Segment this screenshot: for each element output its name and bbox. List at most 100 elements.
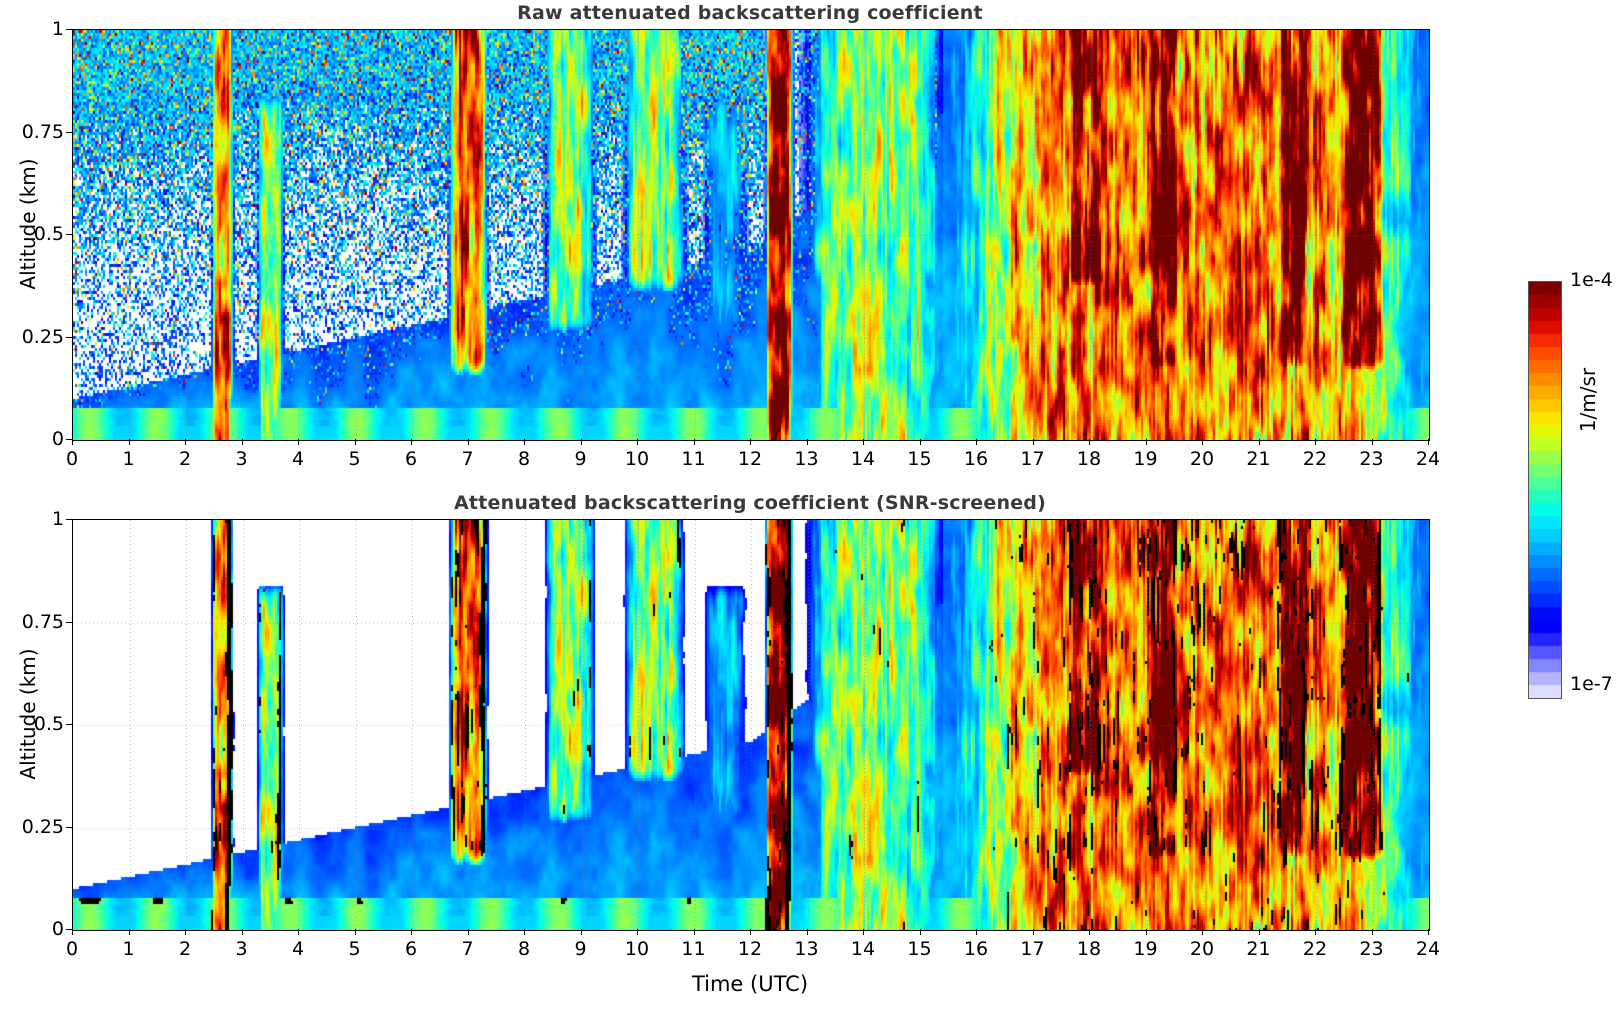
gridline-vertical <box>807 30 809 440</box>
x-tick-mark <box>919 929 921 935</box>
x-tick-label: 5 <box>348 938 361 960</box>
y-tick-label: 0 <box>51 428 64 450</box>
x-tick-mark <box>1202 929 1203 935</box>
colorbar-gradient <box>1528 281 1562 699</box>
y-tick-label: 0.25 <box>21 325 64 348</box>
x-tick-label: 13 <box>794 448 819 470</box>
x-tick-label: 14 <box>850 448 876 470</box>
y-tick-mark <box>66 131 72 133</box>
gridline-vertical <box>525 520 526 930</box>
x-tick-label: 12 <box>737 448 763 470</box>
x-tick-label: 19 <box>1133 448 1158 470</box>
x-tick-mark <box>1371 439 1373 445</box>
x-tick-mark <box>467 439 469 445</box>
y-axis-label-raw: Altitude (km) <box>16 158 40 290</box>
x-tick-mark <box>1315 929 1316 935</box>
x-tick-mark <box>1428 439 1429 445</box>
x-tick-mark <box>1315 439 1316 445</box>
x-tick-mark <box>919 439 921 445</box>
x-tick-mark <box>72 929 73 935</box>
x-tick-label: 3 <box>235 448 248 470</box>
x-tick-mark <box>1032 439 1034 445</box>
x-tick-mark <box>976 439 977 445</box>
gridline-vertical <box>977 30 978 440</box>
gridline-vertical <box>694 30 696 440</box>
gridline-vertical <box>1316 30 1317 440</box>
x-tick-label: 18 <box>1076 938 1102 960</box>
x-tick-label: 2 <box>178 448 192 470</box>
y-tick-mark <box>66 724 72 725</box>
gridline-vertical <box>129 520 131 930</box>
gridline-vertical <box>864 30 865 440</box>
x-tick-mark <box>1089 929 1090 935</box>
x-tick-label: 22 <box>1302 938 1328 960</box>
gridline-vertical <box>1033 520 1035 930</box>
x-tick-label: 10 <box>624 448 650 470</box>
x-tick-label: 23 <box>1359 448 1384 470</box>
x-tick-mark <box>1145 439 1147 445</box>
gridline-vertical <box>242 30 244 440</box>
x-tick-label: 12 <box>737 938 763 960</box>
x-tick-mark <box>637 439 638 445</box>
x-tick-label: 16 <box>963 938 989 960</box>
x-tick-mark <box>976 929 977 935</box>
x-tick-label: 1 <box>122 938 135 960</box>
x-tick-mark <box>806 439 808 445</box>
gridline-vertical <box>920 30 922 440</box>
colorbar-axis-label: 1/m/sr <box>1576 367 1600 433</box>
y-tick-label: 0.75 <box>21 610 64 633</box>
heatmap-screened <box>73 520 1429 930</box>
x-tick-label: 10 <box>624 938 650 960</box>
gridline-vertical <box>638 520 639 930</box>
gridline-vertical <box>1316 520 1317 930</box>
y-tick-label: 1 <box>51 18 64 40</box>
x-tick-mark <box>354 439 356 445</box>
gridline-vertical <box>299 30 300 440</box>
x-tick-label: 8 <box>517 938 531 960</box>
gridline-horizontal <box>73 337 1429 339</box>
gridline-horizontal <box>73 622 1429 624</box>
x-tick-label: 7 <box>461 938 474 960</box>
gridline-vertical <box>412 520 413 930</box>
gridline-vertical <box>1033 30 1035 440</box>
x-tick-mark <box>1258 439 1260 445</box>
gridline-horizontal <box>73 725 1429 726</box>
x-tick-label: 18 <box>1076 448 1102 470</box>
x-tick-label: 21 <box>1246 448 1271 470</box>
y-tick-mark <box>66 621 72 623</box>
gridline-vertical <box>1090 30 1091 440</box>
gridline-vertical <box>1146 30 1148 440</box>
gridline-horizontal <box>73 235 1429 236</box>
y-tick-label: 0 <box>51 918 64 940</box>
x-tick-mark <box>354 929 356 935</box>
y-tick-mark <box>66 439 72 440</box>
x-tick-label: 0 <box>65 938 79 960</box>
x-tick-label: 13 <box>794 938 819 960</box>
gridline-vertical <box>694 520 696 930</box>
gridline-vertical <box>638 30 639 440</box>
gridline-vertical <box>355 520 357 930</box>
x-tick-label: 14 <box>850 938 876 960</box>
gridline-vertical <box>581 30 583 440</box>
heatmap-raw <box>73 30 1429 440</box>
y-tick-mark <box>66 234 72 235</box>
gridline-vertical <box>1259 30 1261 440</box>
x-tick-mark <box>693 439 695 445</box>
x-tick-label: 15 <box>907 448 932 470</box>
gridline-vertical <box>751 30 752 440</box>
x-tick-label: 11 <box>681 938 706 960</box>
x-tick-label: 15 <box>907 938 932 960</box>
x-tick-mark <box>524 929 525 935</box>
x-tick-mark <box>72 439 73 445</box>
gridline-vertical <box>242 520 244 930</box>
x-tick-mark <box>411 929 412 935</box>
x-tick-label: 21 <box>1246 938 1271 960</box>
x-tick-mark <box>241 439 243 445</box>
x-tick-mark <box>637 929 638 935</box>
x-tick-mark <box>128 439 130 445</box>
x-tick-label: 16 <box>963 448 989 470</box>
x-tick-mark <box>1428 929 1429 935</box>
x-tick-mark <box>411 439 412 445</box>
x-tick-label: 4 <box>291 448 305 470</box>
